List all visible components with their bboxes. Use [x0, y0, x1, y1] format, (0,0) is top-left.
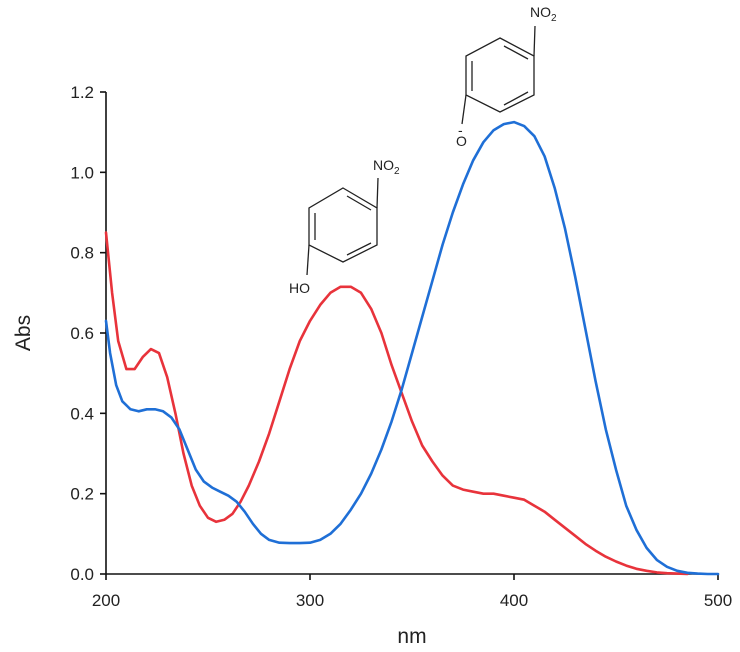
x-tick-label: 300 [296, 591, 324, 610]
y-tick-label: 0.8 [70, 244, 94, 263]
y-tick-label: 0.0 [70, 565, 94, 584]
nitrophenol-nitro-text: NO [373, 157, 394, 173]
nitrophenolate-charge-label: - [458, 122, 463, 138]
y-tick-label: 1.2 [70, 83, 94, 102]
nitrophenolate-ring [465, 37, 535, 113]
y-tick-label: 0.6 [70, 324, 94, 343]
y-axis-label: Abs [12, 315, 35, 351]
nitrophenolate-nitro-text: NO [530, 4, 551, 20]
nitrophenolate-nitro-subscript: 2 [551, 13, 557, 24]
nitrophenol-nitro-bond [376, 177, 379, 209]
x-tick-label: 400 [500, 591, 528, 610]
nitrophenol-oxygen-bond [306, 244, 310, 276]
y-tick-label: 0.2 [70, 485, 94, 504]
nitrophenol-structure: NO2 HO [289, 157, 400, 296]
x-tick-label: 200 [92, 591, 120, 610]
x-axis-ticks: 200 300 400 500 [92, 574, 732, 610]
nitrophenol-nitro-label: NO2 [373, 157, 400, 177]
x-axis-label: nm [397, 625, 426, 648]
y-tick-label: 0.4 [70, 404, 94, 423]
y-tick-label: 1.0 [70, 163, 94, 182]
nitrophenolate-double-bond-2 [503, 91, 529, 106]
y-axis-ticks: 0.0 0.2 0.4 0.6 0.8 1.0 1.2 [70, 83, 106, 584]
nitrophenolate-nitro-bond [533, 25, 536, 57]
nitrophenolate-structure: NO2 O - [456, 4, 557, 149]
nitrophenol-double-bond-1 [346, 195, 372, 211]
spectrum-line-2 [104, 120, 720, 576]
nitrophenol-double-bond-2 [346, 242, 372, 256]
series-layer [104, 120, 720, 576]
nitrophenol-ring [308, 187, 378, 263]
nitrophenolate-nitro-label: NO2 [530, 4, 557, 24]
spectrum-line-1 [104, 231, 689, 576]
nitrophenol-hydroxyl-label: HO [289, 280, 310, 296]
nitrophenolate-oxygen-bond [461, 94, 467, 125]
nitrophenolate-oxygen-label: O [456, 133, 467, 149]
nitrophenol-nitro-subscript: 2 [394, 166, 400, 177]
nitrophenolate-double-bond-1 [503, 45, 529, 60]
x-tick-label: 500 [704, 591, 732, 610]
